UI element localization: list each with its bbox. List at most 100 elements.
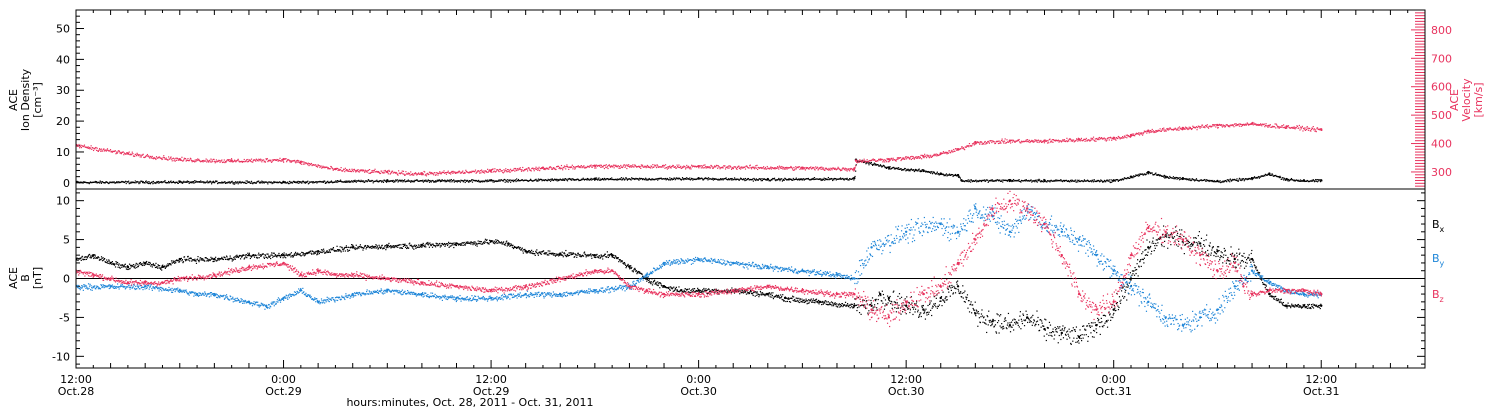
data-point bbox=[717, 167, 719, 169]
data-point bbox=[856, 160, 859, 162]
data-point bbox=[195, 260, 197, 262]
data-point bbox=[983, 141, 986, 143]
data-point bbox=[482, 180, 484, 182]
data-point bbox=[508, 179, 510, 181]
data-point bbox=[337, 250, 339, 252]
data-point bbox=[93, 257, 95, 260]
data-point bbox=[705, 178, 707, 180]
data-point bbox=[450, 178, 452, 181]
data-point bbox=[265, 181, 267, 183]
data-point bbox=[914, 168, 917, 171]
data-point bbox=[105, 150, 107, 152]
axis-label-line: ACE bbox=[1448, 89, 1461, 111]
data-point bbox=[815, 178, 817, 180]
data-point bbox=[793, 166, 795, 169]
data-point bbox=[1167, 127, 1169, 130]
data-point bbox=[283, 254, 285, 256]
data-point bbox=[664, 167, 666, 169]
data-point bbox=[283, 181, 285, 184]
data-point bbox=[1205, 124, 1207, 127]
data-point bbox=[886, 166, 888, 169]
data-point bbox=[1252, 121, 1254, 124]
data-point bbox=[532, 180, 534, 182]
data-point bbox=[145, 263, 147, 265]
data-point bbox=[1075, 181, 1077, 183]
data-point bbox=[224, 181, 226, 183]
data-point bbox=[318, 252, 321, 255]
data-point bbox=[1313, 129, 1315, 131]
data-point bbox=[1056, 139, 1058, 142]
data-point bbox=[113, 181, 115, 183]
data-point bbox=[292, 180, 294, 183]
data-point bbox=[1125, 177, 1127, 180]
data-point bbox=[512, 179, 514, 181]
data-point bbox=[436, 179, 438, 181]
data-point bbox=[336, 181, 338, 184]
data-point bbox=[887, 167, 889, 169]
data-point bbox=[632, 164, 634, 166]
data-point bbox=[680, 165, 682, 168]
data-point bbox=[533, 180, 535, 182]
data-point bbox=[519, 168, 521, 170]
data-point bbox=[368, 180, 371, 182]
data-point bbox=[520, 170, 523, 172]
data-point bbox=[183, 159, 185, 161]
data-point bbox=[389, 180, 391, 182]
data-point bbox=[355, 244, 357, 246]
data-point bbox=[922, 155, 924, 157]
data-point bbox=[790, 165, 792, 168]
data-point bbox=[258, 158, 261, 161]
data-point bbox=[976, 181, 978, 183]
data-point bbox=[1208, 180, 1210, 183]
data-point bbox=[778, 177, 780, 180]
data-point bbox=[125, 266, 127, 268]
data-point bbox=[277, 182, 279, 184]
data-point bbox=[837, 166, 839, 168]
data-point bbox=[187, 255, 189, 258]
data-point bbox=[217, 258, 219, 260]
data-point bbox=[184, 158, 186, 160]
data-point bbox=[629, 178, 631, 180]
data-point bbox=[155, 182, 157, 185]
data-point bbox=[241, 181, 244, 183]
data-point bbox=[956, 285, 960, 288]
data-point bbox=[1243, 178, 1245, 180]
data-point bbox=[278, 159, 280, 161]
data-point bbox=[1303, 127, 1305, 129]
data-point bbox=[282, 180, 284, 183]
data-point bbox=[641, 178, 643, 180]
data-point bbox=[634, 178, 636, 181]
data-point bbox=[849, 168, 851, 171]
data-point bbox=[76, 257, 78, 259]
data-point bbox=[667, 166, 669, 168]
data-point bbox=[257, 254, 259, 256]
data-point bbox=[1120, 137, 1122, 139]
data-point bbox=[663, 165, 665, 167]
data-point bbox=[868, 164, 870, 166]
data-point bbox=[298, 253, 300, 255]
data-point bbox=[102, 150, 104, 152]
data-point bbox=[876, 160, 879, 162]
data-point bbox=[92, 181, 95, 184]
data-point bbox=[817, 169, 819, 171]
data-point bbox=[514, 179, 517, 181]
data-point bbox=[1307, 127, 1309, 129]
data-point bbox=[1295, 179, 1297, 181]
data-point bbox=[248, 254, 250, 256]
data-point bbox=[1283, 177, 1285, 179]
data-point bbox=[799, 167, 802, 169]
data-point bbox=[1147, 173, 1149, 175]
data-point bbox=[765, 179, 767, 181]
data-point bbox=[166, 158, 168, 161]
data-point bbox=[1193, 126, 1195, 128]
data-point bbox=[1150, 172, 1152, 174]
data-point bbox=[183, 256, 186, 258]
data-point bbox=[103, 182, 105, 184]
data-point bbox=[87, 255, 89, 257]
data-point bbox=[999, 179, 1001, 181]
data-point bbox=[843, 179, 845, 181]
data-point bbox=[283, 181, 285, 183]
data-point bbox=[1230, 124, 1233, 126]
data-point bbox=[488, 180, 490, 182]
data-point bbox=[561, 167, 563, 170]
